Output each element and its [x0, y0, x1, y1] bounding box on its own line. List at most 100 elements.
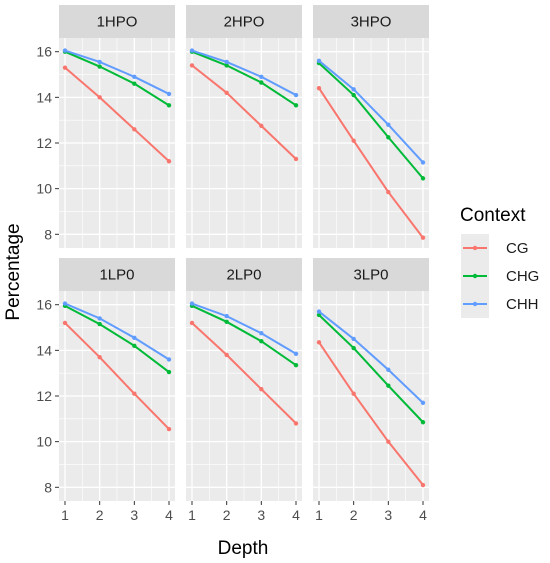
y-tick-label: 14	[36, 89, 52, 105]
data-point-chh	[62, 301, 68, 306]
x-tick-label: 2	[96, 507, 104, 523]
data-point-cg	[224, 352, 229, 358]
x-tick-label: 4	[165, 507, 173, 523]
legend-label: CG	[506, 240, 529, 257]
data-point-chh	[386, 122, 391, 127]
x-tick-label: 1	[188, 507, 196, 523]
panel-1lp0: 1LP0	[59, 258, 175, 501]
data-point-cg	[166, 159, 172, 164]
legend-item-chh: CHH	[461, 290, 539, 318]
panel-strip	[313, 258, 429, 291]
data-point-chh	[259, 74, 264, 80]
x-tick-label: 1	[61, 507, 69, 523]
series-line-chh	[64, 49, 170, 95]
data-point-chh	[420, 400, 426, 406]
panel-strip	[313, 5, 429, 38]
panel-strip	[59, 258, 175, 291]
data-point-cg	[316, 86, 322, 91]
data-point-chh	[293, 92, 299, 98]
panel-3lp0: 3LP0	[313, 258, 429, 501]
data-point-chg	[293, 103, 299, 108]
panel-2hpo: 2HPO	[186, 5, 302, 248]
data-point-chh	[97, 316, 102, 321]
data-point-chg	[259, 339, 264, 344]
series-line-cg	[318, 87, 424, 239]
series-line-chg	[191, 50, 297, 107]
data-point-cg	[259, 123, 264, 129]
x-tick-label: 2	[350, 507, 358, 523]
series-line-chh	[64, 302, 170, 361]
series-line-chg	[318, 62, 424, 180]
series-line-chh	[318, 310, 424, 404]
y-tick-label: 12	[36, 388, 52, 404]
data-point-chg	[316, 312, 322, 318]
data-point-chh	[166, 357, 172, 362]
data-point-cg	[386, 189, 391, 195]
series-line-chg	[318, 314, 424, 423]
data-point-chh	[420, 160, 426, 165]
data-point-chg	[224, 63, 229, 68]
y-tick-label: 14	[36, 342, 52, 358]
data-point-chg	[386, 135, 391, 140]
data-point-chh	[132, 74, 137, 80]
legend-title: Context	[460, 205, 526, 226]
data-point-chg	[166, 103, 172, 108]
data-point-chh	[293, 351, 299, 356]
panel-strip-label: 1HPO	[97, 14, 138, 31]
data-point-chg	[420, 176, 426, 181]
data-point-chh	[316, 309, 322, 314]
data-point-chg	[351, 345, 356, 351]
data-point-cg	[189, 63, 195, 68]
data-point-cg	[132, 391, 137, 396]
legend-key-point	[472, 273, 478, 279]
x-tick-label: 3	[384, 507, 392, 523]
data-point-chh	[259, 331, 264, 336]
x-axis-title: Depth	[218, 538, 269, 559]
data-point-chg	[97, 321, 102, 327]
data-point-chg	[386, 383, 391, 388]
data-point-cg	[386, 439, 391, 444]
panel-2lp0: 2LP0	[186, 258, 302, 501]
data-point-cg	[420, 482, 426, 488]
panel-strip	[186, 258, 302, 291]
data-point-chh	[316, 58, 322, 64]
panel-grid: 1HPO 2HPO 3HPO 1LP0 2LP0 3LP0	[59, 5, 429, 501]
series-line-cg	[318, 341, 424, 486]
data-point-cg	[97, 354, 102, 360]
y-tick-label: 10	[36, 434, 52, 450]
data-point-chh	[166, 91, 172, 97]
data-point-cg	[132, 127, 137, 132]
data-point-chh	[386, 367, 391, 372]
y-tick-label: 8	[44, 226, 52, 242]
data-point-chg	[132, 343, 137, 348]
data-point-chh	[189, 48, 195, 53]
data-point-cg	[97, 95, 102, 100]
legend-key-point	[472, 245, 478, 251]
panel-strip-label: 3HPO	[351, 14, 392, 31]
data-point-cg	[351, 391, 356, 396]
data-point-chg	[420, 420, 426, 425]
panel-strip	[59, 5, 175, 38]
y-tick-label: 10	[36, 181, 52, 197]
data-point-cg	[62, 65, 68, 70]
data-point-chh	[224, 59, 229, 65]
series-line-cg	[191, 322, 297, 425]
series-line-chg	[64, 304, 170, 373]
data-point-cg	[293, 421, 299, 426]
data-point-chh	[224, 313, 229, 319]
x-tick-label: 1	[315, 507, 323, 523]
series-line-chg	[191, 304, 297, 367]
y-tick-label: 8	[44, 479, 52, 495]
legend-key-point	[472, 301, 478, 307]
data-point-cg	[259, 386, 264, 392]
data-point-chg	[293, 362, 299, 368]
data-point-chh	[62, 48, 68, 53]
data-point-chh	[189, 301, 195, 306]
data-point-chg	[351, 92, 356, 98]
data-point-chh	[132, 335, 137, 340]
data-point-chh	[351, 336, 356, 342]
legend-item-chg: CHG	[461, 262, 539, 290]
x-tick-label: 3	[257, 507, 265, 523]
